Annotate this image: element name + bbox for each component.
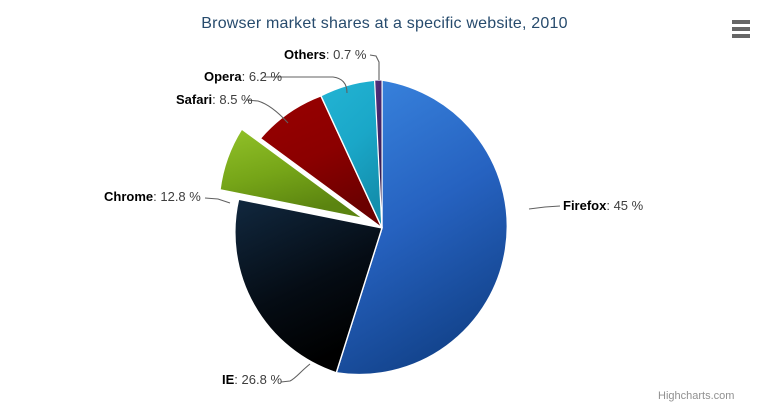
hamburger-menu-icon[interactable] bbox=[728, 18, 754, 40]
data-label-safari[interactable]: Safari: 8.5 % bbox=[176, 93, 253, 107]
data-label-firefox[interactable]: Firefox: 45 % bbox=[563, 199, 643, 213]
data-label-chrome-sep: : bbox=[153, 189, 161, 204]
data-label-safari-sep: : bbox=[212, 92, 220, 107]
data-label-ie-name: IE bbox=[222, 372, 235, 387]
data-label-others[interactable]: Others: 0.7 % bbox=[284, 48, 366, 62]
menu-bar-1 bbox=[732, 20, 750, 24]
data-label-others-sep: : bbox=[325, 47, 334, 62]
pie-slice-others[interactable] bbox=[374, 79, 383, 229]
data-label-firefox-value: 45 % bbox=[613, 198, 644, 213]
data-label-opera-sep: : bbox=[241, 69, 249, 84]
data-label-safari-value: 8.5 % bbox=[219, 92, 253, 107]
data-label-others-name: Others bbox=[284, 47, 326, 62]
pie-slice-firefox[interactable] bbox=[335, 79, 508, 376]
pie-slice-chrome[interactable] bbox=[219, 128, 364, 220]
menu-bar-2 bbox=[732, 27, 750, 31]
pie-slice-ie[interactable] bbox=[234, 198, 383, 374]
data-label-opera-value: 6.2 % bbox=[248, 69, 283, 84]
data-label-firefox-name: Firefox bbox=[563, 198, 607, 213]
connector-line-chrome bbox=[204, 197, 231, 204]
data-label-ie-value: 26.8 % bbox=[241, 372, 283, 387]
connector-line-others bbox=[369, 54, 380, 80]
data-label-others-value: 0.7 % bbox=[333, 47, 367, 62]
data-label-opera[interactable]: Opera: 6.2 % bbox=[204, 70, 282, 84]
data-label-opera-name: Opera bbox=[204, 69, 242, 84]
data-label-chrome-name: Chrome bbox=[104, 189, 154, 204]
connector-line-firefox bbox=[528, 205, 561, 210]
connector-line-safari bbox=[245, 99, 289, 124]
data-label-safari-name: Safari bbox=[176, 92, 213, 107]
data-label-chrome[interactable]: Chrome: 12.8 % bbox=[104, 190, 201, 204]
chart-title: Browser market shares at a specific webs… bbox=[201, 15, 568, 32]
credits-link[interactable]: Highcharts.com bbox=[658, 390, 735, 402]
data-label-ie-sep: : bbox=[234, 372, 242, 387]
menu-bar-3 bbox=[732, 34, 750, 38]
data-label-firefox-sep: : bbox=[606, 198, 614, 213]
connector-line-opera bbox=[264, 76, 348, 94]
data-label-ie[interactable]: IE: 26.8 % bbox=[222, 373, 282, 387]
pie-slice-chrome-group[interactable] bbox=[219, 128, 364, 220]
connector-line-ie bbox=[280, 363, 311, 383]
data-label-chrome-value: 12.8 % bbox=[160, 189, 201, 204]
